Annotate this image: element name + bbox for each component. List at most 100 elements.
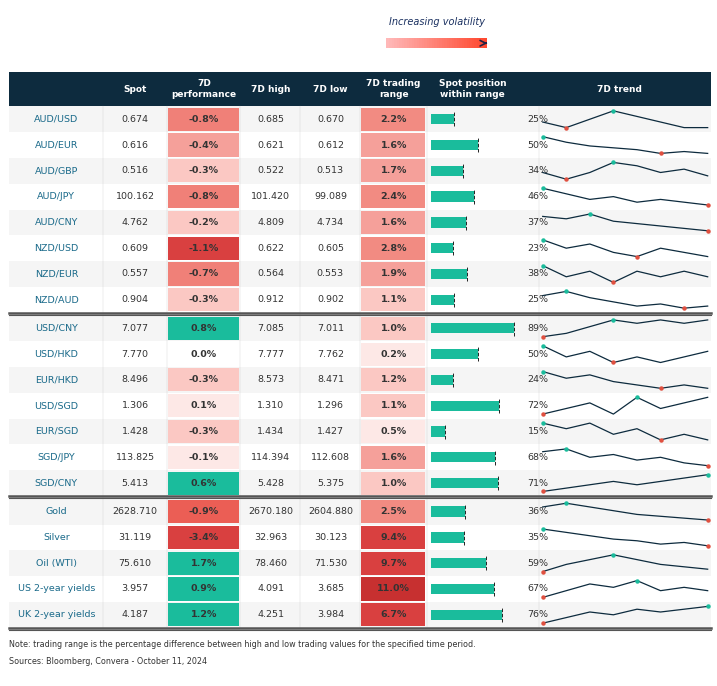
Bar (447, 38, 450, 48)
Bar (484, 38, 488, 48)
Text: 3.957: 3.957 (121, 584, 148, 593)
Bar (419, 38, 422, 48)
Bar (168, 368, 239, 392)
Bar (361, 159, 425, 182)
Bar (9, 602, 711, 628)
Bar (431, 452, 495, 462)
Bar (429, 38, 432, 48)
Bar (361, 526, 425, 549)
Bar (361, 578, 425, 600)
Text: 0.8%: 0.8% (191, 324, 217, 333)
Bar (361, 263, 425, 285)
Bar (454, 38, 457, 48)
Text: Spot position
within range: Spot position within range (439, 80, 506, 99)
Bar (361, 420, 425, 443)
Text: 0.685: 0.685 (257, 115, 284, 123)
Bar (431, 349, 478, 359)
Text: 0.9%: 0.9% (191, 584, 217, 593)
Bar (9, 235, 711, 261)
Text: 2.8%: 2.8% (381, 244, 407, 252)
Bar (168, 185, 239, 208)
Text: Increasing volatility: Increasing volatility (389, 17, 485, 27)
Bar (431, 506, 465, 517)
Text: 7.085: 7.085 (257, 324, 284, 333)
Text: 67%: 67% (528, 584, 549, 593)
Text: 5.375: 5.375 (317, 479, 344, 488)
Text: 9.7%: 9.7% (381, 558, 407, 568)
Bar (168, 603, 239, 626)
Text: NZD/AUD: NZD/AUD (34, 295, 79, 305)
Bar (431, 375, 453, 385)
Bar (442, 38, 445, 48)
Text: 68%: 68% (528, 453, 549, 462)
Text: AUD/EUR: AUD/EUR (34, 141, 78, 150)
Bar (414, 38, 417, 48)
Text: 46%: 46% (528, 192, 549, 201)
Text: -0.2%: -0.2% (189, 218, 219, 227)
Text: 78.460: 78.460 (255, 558, 288, 568)
Bar (409, 38, 412, 48)
Text: 0.564: 0.564 (257, 270, 284, 279)
Text: 100.162: 100.162 (115, 192, 155, 201)
Bar (9, 393, 711, 418)
Text: 37%: 37% (528, 218, 549, 227)
Bar (434, 38, 437, 48)
Text: 4.091: 4.091 (257, 584, 284, 593)
Text: Sources: Bloomberg, Convera - October 11, 2024: Sources: Bloomberg, Convera - October 11… (9, 657, 206, 666)
Text: 25%: 25% (528, 115, 549, 123)
Bar (361, 552, 425, 575)
Text: 0.670: 0.670 (317, 115, 344, 123)
Text: SGD/JPY: SGD/JPY (37, 453, 75, 462)
Text: 6.7%: 6.7% (381, 611, 407, 619)
Bar (168, 159, 239, 182)
Bar (427, 38, 429, 48)
Text: AUD/JPY: AUD/JPY (37, 192, 75, 201)
Text: 0.557: 0.557 (122, 270, 148, 279)
Text: Oil (WTI): Oil (WTI) (36, 558, 77, 568)
Text: SGD/CNY: SGD/CNY (35, 479, 78, 488)
Text: 4.762: 4.762 (122, 218, 148, 227)
Text: 0.0%: 0.0% (191, 350, 217, 359)
Bar (444, 38, 447, 48)
Bar (9, 341, 711, 367)
Text: -0.3%: -0.3% (189, 295, 219, 305)
Bar (404, 38, 407, 48)
Text: 1.2%: 1.2% (191, 611, 217, 619)
Bar (168, 394, 239, 417)
Bar (431, 584, 494, 594)
Bar (479, 38, 483, 48)
Bar (431, 191, 474, 202)
Text: 24%: 24% (528, 375, 549, 384)
Bar (457, 38, 460, 48)
Text: Note: trading range is the percentage difference between high and low trading va: Note: trading range is the percentage di… (9, 640, 475, 649)
Text: AUD/CNY: AUD/CNY (34, 218, 78, 227)
Text: NZD/USD: NZD/USD (34, 244, 78, 252)
Text: 0.674: 0.674 (122, 115, 148, 123)
Bar (9, 576, 711, 602)
Text: 1.2%: 1.2% (381, 375, 407, 384)
Text: 0.902: 0.902 (317, 295, 344, 305)
Bar (361, 342, 425, 366)
Text: USD/HKD: USD/HKD (34, 350, 78, 359)
Text: 4.734: 4.734 (317, 218, 344, 227)
Bar (449, 38, 452, 48)
Bar (477, 38, 480, 48)
Bar (168, 342, 239, 366)
Text: 11.0%: 11.0% (377, 584, 410, 593)
Bar (437, 38, 440, 48)
Text: 2670.180: 2670.180 (248, 507, 293, 516)
Text: 1.7%: 1.7% (191, 558, 217, 568)
Text: 114.394: 114.394 (251, 453, 290, 462)
Bar (399, 38, 402, 48)
Bar (168, 288, 239, 311)
Text: 101.420: 101.420 (251, 192, 290, 201)
Text: 0.605: 0.605 (317, 244, 344, 252)
Text: 1.6%: 1.6% (381, 453, 407, 462)
Text: USD/CNY: USD/CNY (35, 324, 78, 333)
Text: 0.622: 0.622 (257, 244, 284, 252)
Bar (9, 106, 711, 132)
Text: US 2-year yields: US 2-year yields (18, 584, 95, 593)
Bar (9, 158, 711, 184)
Text: 113.825: 113.825 (115, 453, 155, 462)
Bar (168, 237, 239, 260)
